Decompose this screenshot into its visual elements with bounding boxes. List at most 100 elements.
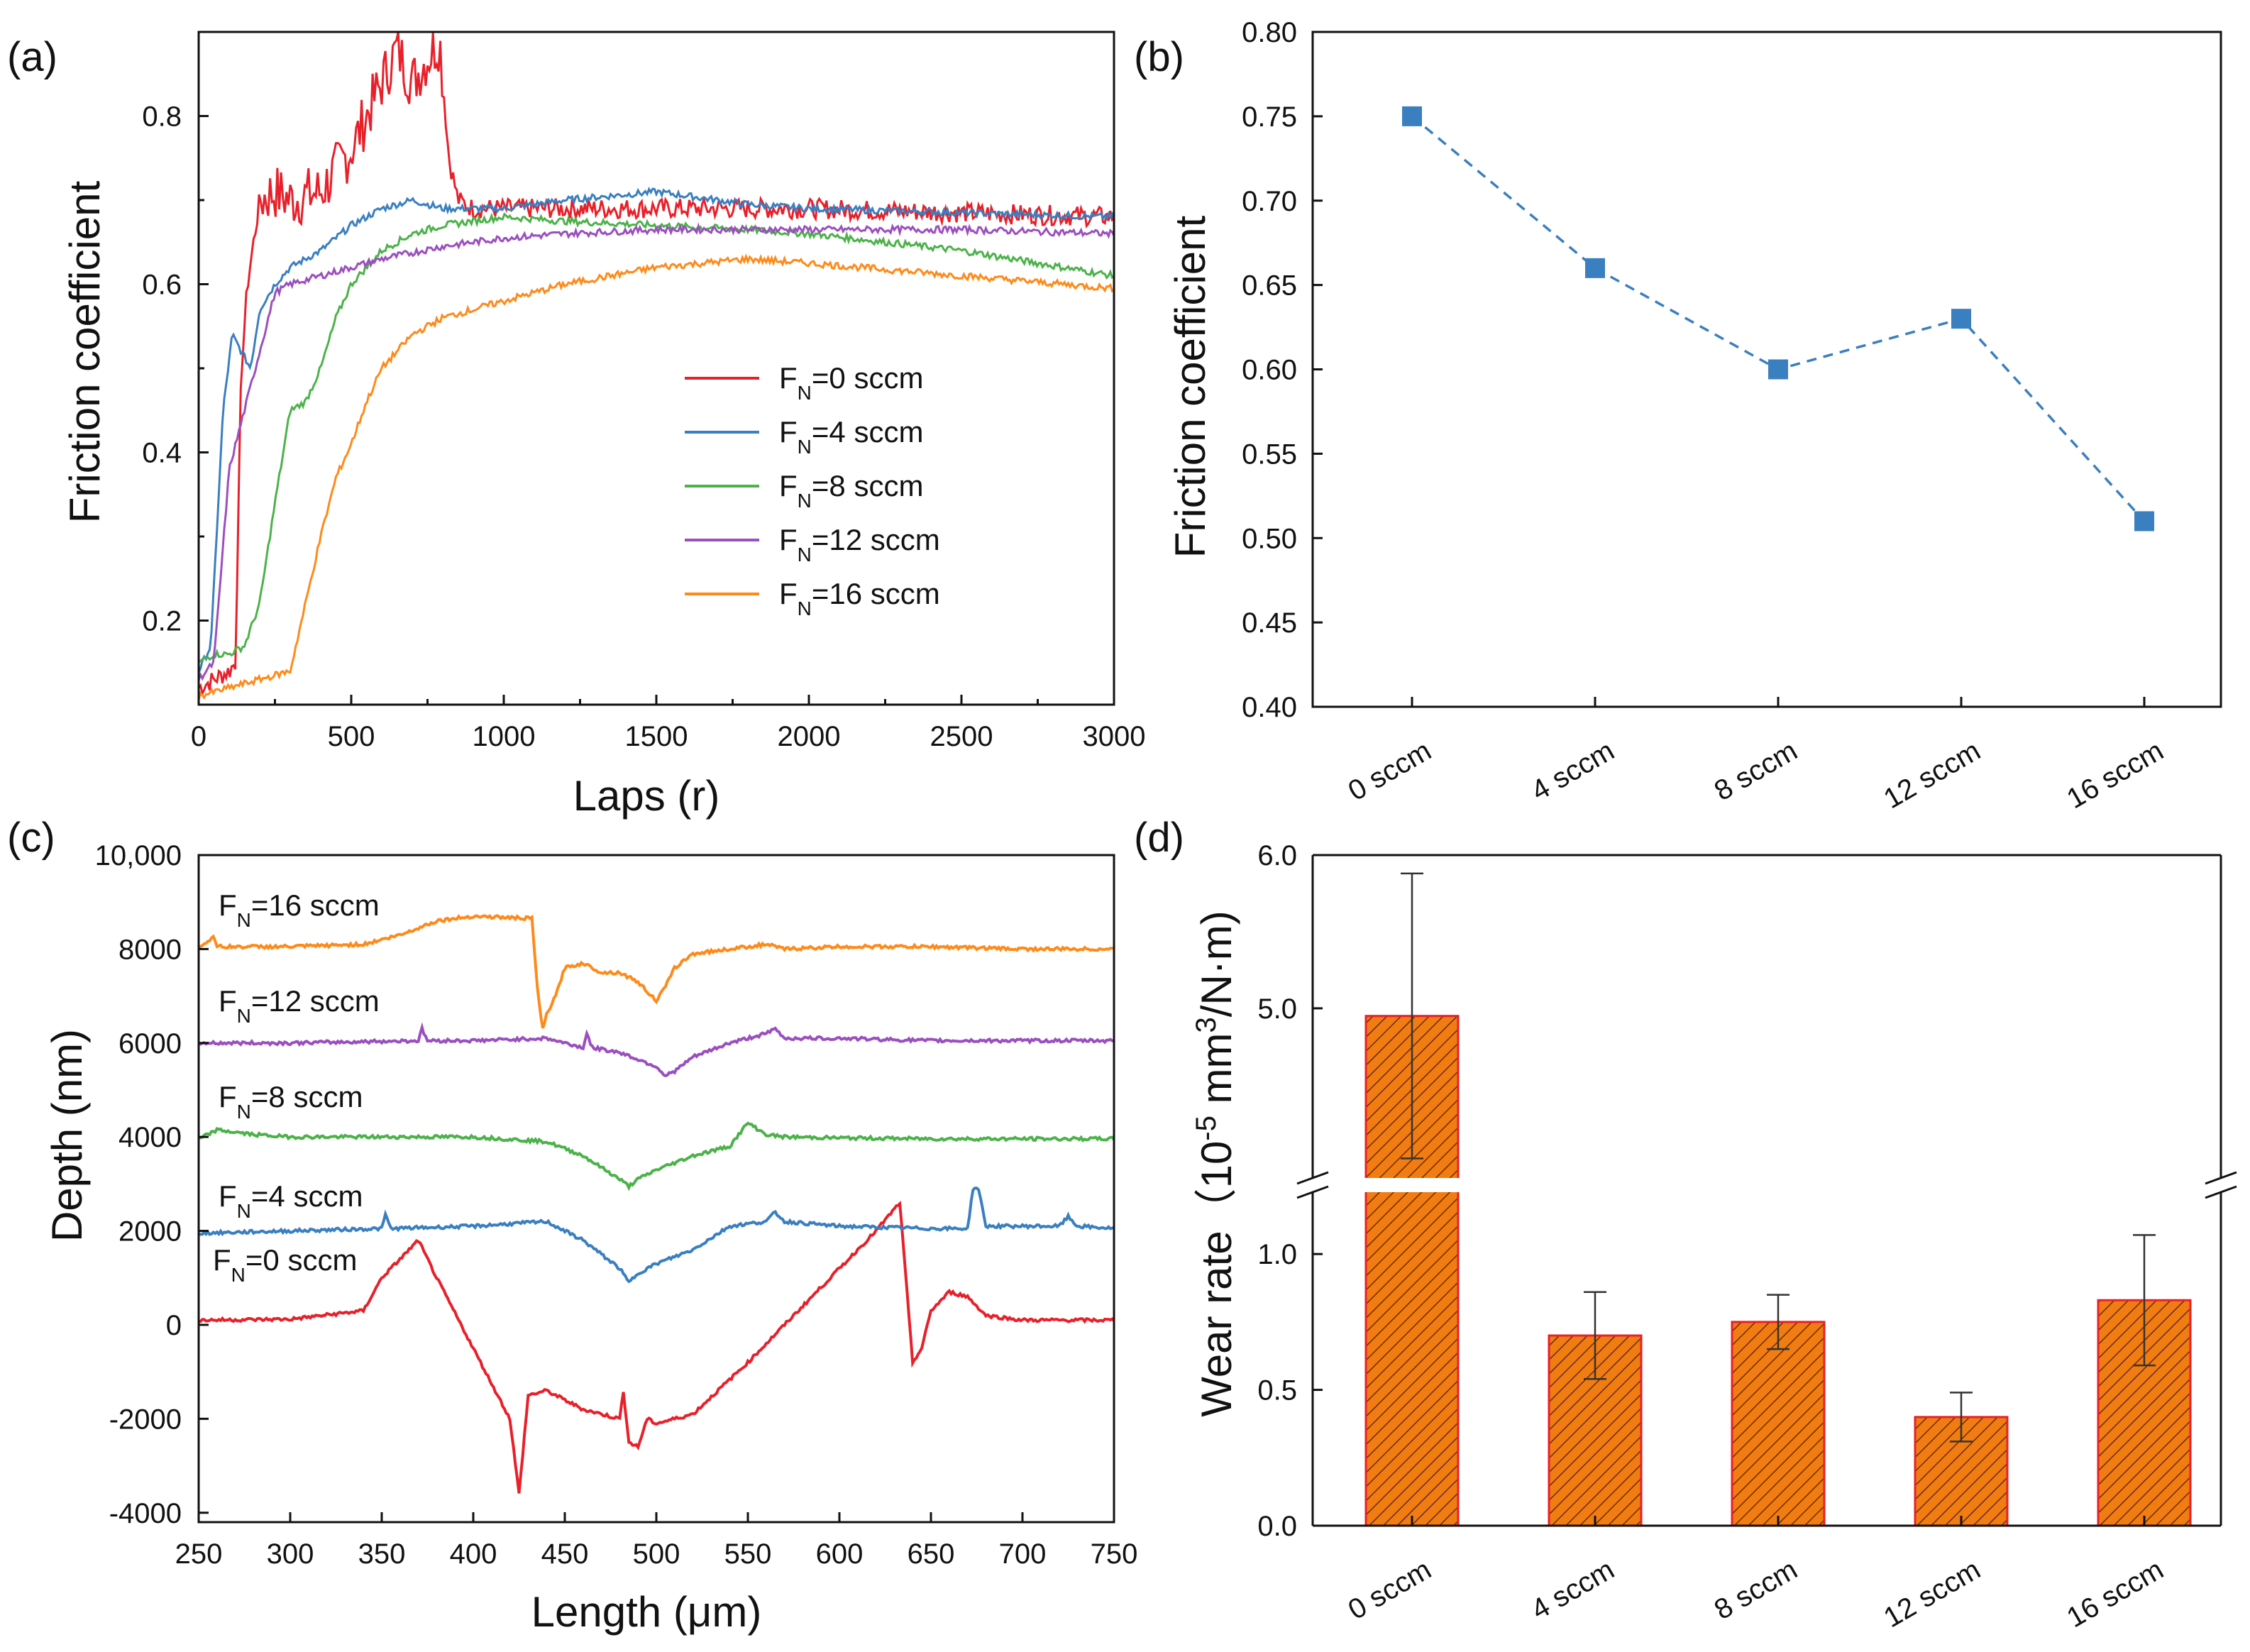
chart-d: Wear rate（10-5 mm3/N·m) 0.0 0.5 1.0 5.0 6.0 0… — [1191, 840, 2237, 1634]
chart-b-xtick-label: 0 sccm — [1343, 735, 1437, 807]
legend-label-symbol: F — [779, 415, 798, 448]
chart-c-ytick-label: -4000 — [109, 1498, 182, 1529]
curve-label-subscript: N — [237, 909, 251, 931]
chart-a-plot-frame — [197, 31, 1115, 706]
chart-d-ytick-label: 5.0 — [1257, 993, 1297, 1025]
legend-label-sccm-12: FN=12 sccm — [779, 523, 940, 566]
chart-c-ytick-label: 8000 — [118, 934, 182, 965]
legend-label-symbol: F — [779, 361, 798, 395]
chart-d-axis-break-gap — [1310, 1178, 2224, 1192]
curve-label-subscript: N — [237, 1005, 251, 1027]
chart-b-ytick-label: 0.75 — [1242, 101, 1297, 133]
chart-c-xtick-label: 600 — [816, 1538, 864, 1570]
chart-a-series-sccm-4 — [197, 186, 1115, 673]
chart-a-xtick-label: 2000 — [778, 721, 841, 752]
chart-b-ytick-label: 0.70 — [1242, 186, 1297, 217]
chart-b-ytick-label: 0.80 — [1242, 17, 1297, 48]
legend-label-sccm-0: FN=0 sccm — [779, 361, 923, 404]
chart-d-ylabel-mid: mm — [1193, 1032, 1240, 1116]
chart-d-break-mark — [1296, 1171, 1329, 1185]
chart-c-curve-label-sccm-0: FN=0 sccm — [213, 1243, 357, 1286]
panel-label-a: (a) — [7, 34, 57, 80]
chart-c-xtick-label: 550 — [724, 1538, 772, 1570]
chart-c-xtick-label: 750 — [1091, 1538, 1138, 1570]
curve-label-subscript: N — [237, 1101, 251, 1123]
chart-b-ylabel: Friction coefficient — [1167, 215, 1214, 558]
legend-label-sccm-4: FN=4 sccm — [779, 415, 923, 458]
legend-label-sccm-8: FN=8 sccm — [779, 469, 923, 512]
legend-label-subscript: N — [798, 598, 812, 620]
chart-c-ytick-label: 2000 — [118, 1216, 182, 1248]
chart-c-series-sccm-0 — [198, 1200, 1115, 1494]
curve-label-subscript: N — [237, 1200, 251, 1222]
legend-label-sccm-16: FN=16 sccm — [779, 577, 940, 620]
chart-c-ytick-label: 6000 — [118, 1028, 182, 1059]
legend-label-value: =8 sccm — [812, 469, 924, 502]
curve-label-value: =0 sccm — [246, 1243, 358, 1277]
chart-d-ytick-label: 0.5 — [1257, 1375, 1297, 1406]
chart-c-ytick-label: 4000 — [118, 1122, 182, 1153]
chart-b-point-sccm-16 — [2134, 511, 2154, 532]
chart-b-ytick-label: 0.60 — [1242, 355, 1297, 386]
chart-d-break-mark — [1296, 1185, 1329, 1199]
chart-d-xtick-label: 16 sccm — [2062, 1554, 2169, 1634]
curve-label-value: =8 sccm — [251, 1080, 363, 1113]
chart-b: Friction coefficient 0.40 0.45 0.50 0.55 0.6… — [1167, 17, 2222, 815]
legend-label-subscript: N — [798, 544, 812, 566]
chart-c-ytick-label: 0 — [166, 1310, 182, 1341]
chart-b-ytick-label: 0.40 — [1242, 692, 1297, 723]
chart-b-ytick-label: 0.55 — [1242, 439, 1297, 470]
chart-c-series-sccm-16 — [198, 914, 1115, 1029]
chart-d-xtick-label: 8 sccm — [1709, 1554, 1803, 1626]
chart-a-ytick-label: 0.6 — [142, 270, 182, 301]
chart-b-point-sccm-8 — [1768, 359, 1788, 380]
chart-b-xtick-label: 4 sccm — [1526, 735, 1620, 807]
chart-a-series-sccm-16 — [197, 253, 1115, 700]
legend-label-value: =0 sccm — [812, 361, 924, 395]
panel-label-c: (c) — [7, 815, 55, 861]
chart-b-point-sccm-12 — [1951, 309, 1971, 329]
chart-d-ylabel: Wear rate（10-5 mm3/N·m) — [1191, 910, 1240, 1416]
curve-label-symbol: F — [219, 888, 237, 922]
chart-b-series-line — [1411, 115, 2146, 522]
chart-d-ylabel-main: Wear rate（10 — [1193, 1141, 1240, 1417]
chart-d-ytick-label: 6.0 — [1257, 840, 1297, 871]
chart-c-xtick-label: 650 — [908, 1538, 955, 1570]
chart-d-xtick-label: 0 sccm — [1343, 1554, 1437, 1626]
chart-a-ytick-label: 0.4 — [142, 438, 182, 469]
chart-a-xtick-label: 2500 — [930, 721, 993, 752]
curve-label-symbol: F — [219, 984, 237, 1018]
chart-b-ytick-label: 0.50 — [1242, 523, 1297, 554]
legend-label-subscript: N — [798, 382, 812, 404]
chart-d-break-mark — [2205, 1185, 2237, 1199]
chart-a-ylabel: Friction coefficient — [61, 180, 109, 523]
chart-b-point-sccm-0 — [1402, 106, 1422, 126]
legend-label-value: =12 sccm — [812, 523, 940, 556]
chart-a-xtick-label: 1500 — [625, 721, 688, 752]
chart-c-curve-label-sccm-4: FN=4 sccm — [219, 1179, 363, 1222]
chart-d-break-mark — [2205, 1171, 2237, 1185]
legend-label-symbol: F — [779, 577, 798, 610]
chart-d-bar-sccm-8 — [1731, 1321, 1826, 1527]
chart-c-curve-label-sccm-8: FN=8 sccm — [219, 1080, 363, 1123]
chart-a-xtick-label: 500 — [328, 721, 375, 752]
chart-a-xtick-label: 3000 — [1083, 721, 1146, 752]
curve-label-subscript: N — [231, 1264, 246, 1286]
chart-c-curve-label-sccm-16: FN=16 sccm — [219, 888, 380, 931]
chart-d-ytick-label: 0.0 — [1257, 1511, 1297, 1542]
chart-c-ylabel: Depth (nm) — [43, 1029, 91, 1242]
chart-a-xlabel: Laps (r) — [573, 772, 720, 820]
panel-label-b: (b) — [1134, 34, 1184, 80]
chart-c-xtick-label: 250 — [175, 1538, 223, 1570]
chart-c-xtick-label: 400 — [450, 1538, 497, 1570]
curve-label-value: =12 sccm — [251, 984, 380, 1018]
chart-c-ytick-label: 10,000 — [95, 840, 182, 871]
legend-label-subscript: N — [798, 490, 812, 512]
chart-a: Friction coefficient Laps (r) FN=0 sccmF… — [61, 31, 1146, 820]
curve-label-symbol: F — [219, 1080, 237, 1113]
legend-label-symbol: F — [779, 469, 798, 502]
chart-c-series-sccm-4 — [198, 1186, 1115, 1284]
chart-a-xtick-label: 0 — [191, 721, 206, 752]
